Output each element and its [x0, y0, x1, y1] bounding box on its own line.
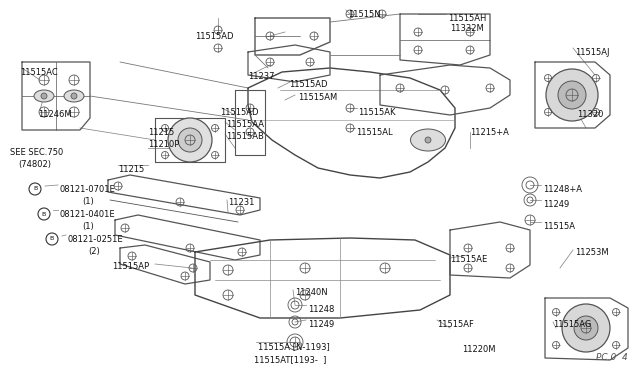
Text: 11515AD: 11515AD — [220, 108, 259, 117]
Text: 08121-0701E: 08121-0701E — [60, 185, 116, 194]
Text: 11210P: 11210P — [148, 140, 179, 149]
Circle shape — [178, 128, 202, 152]
Text: PC.0  4: PC.0 4 — [596, 353, 628, 362]
Text: 08121-0251E: 08121-0251E — [68, 235, 124, 244]
Text: 11515AT[1193-  ]: 11515AT[1193- ] — [254, 355, 326, 364]
Text: 11231: 11231 — [228, 198, 254, 207]
Circle shape — [546, 69, 598, 121]
Circle shape — [558, 81, 586, 109]
Circle shape — [562, 304, 610, 352]
Text: 11515AG: 11515AG — [553, 320, 591, 329]
Text: (1): (1) — [82, 222, 93, 231]
Text: 11515AM: 11515AM — [298, 93, 337, 102]
Text: 11515AF: 11515AF — [437, 320, 474, 329]
Text: 11515AJ: 11515AJ — [575, 48, 609, 57]
Ellipse shape — [34, 90, 54, 102]
Text: 11240N: 11240N — [295, 288, 328, 297]
Text: 11515AE: 11515AE — [450, 255, 487, 264]
Text: 11215: 11215 — [148, 128, 174, 137]
Text: (1): (1) — [82, 197, 93, 206]
Text: SEE SEC.750: SEE SEC.750 — [10, 148, 63, 157]
Text: 11515AL: 11515AL — [356, 128, 392, 137]
Text: 11248+A: 11248+A — [543, 185, 582, 194]
Text: 11515N: 11515N — [348, 10, 381, 19]
Text: 11515AB: 11515AB — [226, 132, 264, 141]
Text: 11332M: 11332M — [450, 24, 484, 33]
Text: B: B — [42, 212, 46, 217]
Text: B: B — [33, 186, 37, 192]
Text: 11215+A: 11215+A — [470, 128, 509, 137]
Text: B: B — [50, 237, 54, 241]
Circle shape — [41, 93, 47, 99]
Ellipse shape — [410, 129, 445, 151]
Text: 11515AC: 11515AC — [20, 68, 58, 77]
Text: 11515AA: 11515AA — [226, 120, 264, 129]
Text: 11320: 11320 — [577, 110, 604, 119]
Text: 11515A: 11515A — [543, 222, 575, 231]
Text: 08121-0401E: 08121-0401E — [60, 210, 116, 219]
Text: 11253M: 11253M — [575, 248, 609, 257]
Text: 11249: 11249 — [308, 320, 334, 329]
Circle shape — [425, 137, 431, 143]
Circle shape — [71, 93, 77, 99]
Text: 11515A [N-1193]: 11515A [N-1193] — [258, 342, 330, 351]
Text: 11215: 11215 — [118, 165, 144, 174]
Text: 11515AK: 11515AK — [358, 108, 396, 117]
Text: 11515AP: 11515AP — [112, 262, 149, 271]
Text: 11248: 11248 — [308, 305, 334, 314]
Circle shape — [168, 118, 212, 162]
Text: 11237: 11237 — [248, 72, 275, 81]
Text: (2): (2) — [88, 247, 100, 256]
Text: 11515AD: 11515AD — [289, 80, 328, 89]
Text: 11515AD: 11515AD — [195, 32, 234, 41]
Text: 11246M: 11246M — [38, 110, 72, 119]
Text: (74802): (74802) — [18, 160, 51, 169]
Text: 11220M: 11220M — [462, 345, 495, 354]
Circle shape — [574, 316, 598, 340]
Text: 11515AH: 11515AH — [448, 14, 486, 23]
Text: 11249: 11249 — [543, 200, 569, 209]
Ellipse shape — [64, 90, 84, 102]
